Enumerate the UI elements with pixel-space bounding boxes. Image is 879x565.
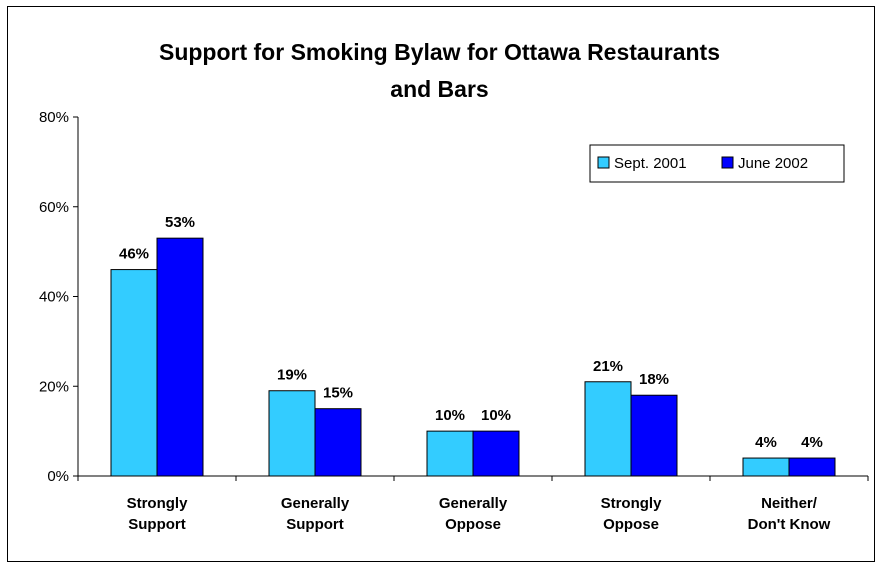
category-label-line: Support — [128, 516, 186, 533]
category-label-line: Neither/ — [761, 495, 818, 512]
bar — [472, 430, 520, 477]
bar-value-label: 21% — [593, 358, 623, 375]
category-label-line: Support — [286, 516, 344, 533]
bar-value-label: 15% — [323, 385, 353, 402]
chart-legend: Sept. 2001 June 2002 — [589, 144, 845, 183]
bar — [314, 408, 362, 477]
bar-value-label: 53% — [165, 214, 195, 231]
legend-label: June 2002 — [738, 155, 808, 172]
bar — [584, 381, 632, 477]
chart-axes: 0% 20% 40% 60% 80% — [39, 109, 869, 485]
y-tick-label: 80% — [39, 109, 69, 126]
y-tick-label: 60% — [39, 199, 69, 216]
legend-box — [589, 144, 845, 183]
category-label-line: Oppose — [603, 516, 659, 533]
bar-value-label: 4% — [755, 434, 777, 451]
category-label-line: Strongly — [127, 495, 188, 512]
bar — [156, 237, 204, 477]
chart-title: Support for Smoking Bylaw for Ottawa Res… — [0, 34, 879, 108]
bar-value-label: 18% — [639, 371, 669, 388]
bar-value-label: 19% — [277, 367, 307, 384]
bar-value-label: 46% — [119, 246, 149, 263]
y-tick-label: 0% — [47, 468, 69, 485]
legend-swatch — [721, 156, 734, 169]
y-tick-label: 40% — [39, 289, 69, 306]
legend-label: Sept. 2001 — [614, 155, 687, 172]
y-tick-label: 20% — [39, 378, 69, 395]
category-label: Strongly Support — [127, 495, 188, 533]
bar-value-label: 10% — [481, 407, 511, 424]
chart-labels: 46% 53% Strongly Support 19% 15% Generally Supp… — [119, 214, 831, 533]
category-label-line: Don't Know — [748, 516, 831, 533]
bar-value-label: 10% — [435, 407, 465, 424]
bar-value-label: 4% — [801, 434, 823, 451]
category-label-line: Generally — [439, 495, 508, 512]
category-label-line: Strongly — [601, 495, 662, 512]
bar — [742, 457, 790, 477]
category-label-line: Oppose — [445, 516, 501, 533]
category-label: Generally Oppose — [439, 495, 508, 533]
bar — [426, 430, 474, 477]
bar — [268, 390, 316, 477]
category-label: Strongly Oppose — [601, 495, 662, 533]
chart-title-line-1: Support for Smoking Bylaw for Ottawa Res… — [158, 39, 721, 65]
bar — [788, 457, 836, 477]
category-label: Generally Support — [281, 495, 350, 533]
category-label: Neither/Don't Know — [748, 495, 831, 533]
legend-swatch — [597, 156, 610, 169]
category-label-line: Generally — [281, 495, 350, 512]
chart-bars — [110, 237, 836, 477]
bar — [110, 269, 158, 477]
bar — [630, 394, 678, 477]
chart-title-line-2: and Bars — [390, 76, 489, 102]
